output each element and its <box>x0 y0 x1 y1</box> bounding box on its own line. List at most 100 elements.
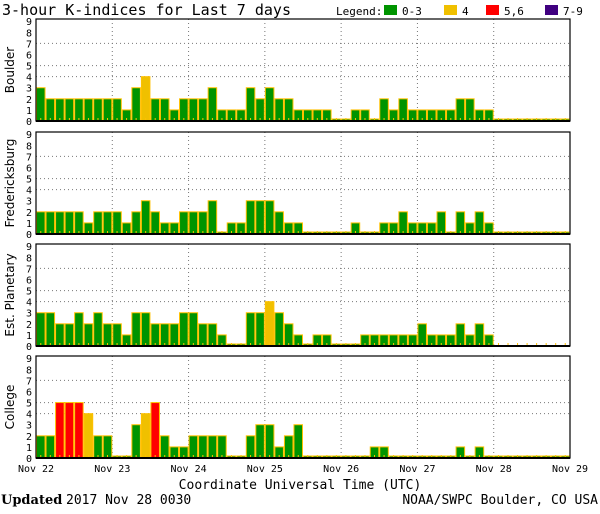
bar <box>55 98 65 122</box>
bar <box>255 312 265 347</box>
bar <box>159 98 170 122</box>
y-tick-label: 4 <box>26 186 32 197</box>
y-tick-label: 9 <box>26 130 32 141</box>
y-tick-label: 9 <box>26 17 32 28</box>
y-tick-label: 9 <box>26 354 32 365</box>
bar <box>74 402 84 459</box>
bar <box>102 98 113 122</box>
bar <box>102 211 113 235</box>
bar <box>293 424 304 459</box>
y-tick-label: 2 <box>26 432 32 443</box>
y-tick-label: 7 <box>26 39 32 50</box>
bar <box>217 435 227 459</box>
updated-label: Updated <box>1 493 62 508</box>
bar <box>74 211 84 235</box>
bar <box>45 98 56 122</box>
bar <box>45 435 56 459</box>
bar <box>150 402 160 459</box>
bar <box>93 435 103 459</box>
bar <box>198 435 208 459</box>
y-tick-label: 6 <box>26 50 32 61</box>
bar <box>207 435 218 459</box>
legend-item-label: 4 <box>462 5 469 18</box>
bar <box>465 98 475 122</box>
bar <box>93 211 103 235</box>
bar <box>274 312 284 347</box>
bar <box>264 301 275 347</box>
panel-label: Boulder <box>3 47 17 94</box>
bar <box>131 87 141 122</box>
bar <box>112 323 122 347</box>
bar <box>45 312 56 347</box>
y-tick-label: 7 <box>26 376 32 387</box>
bar <box>131 211 141 235</box>
y-tick-label: 4 <box>26 410 32 421</box>
y-tick-label: 5 <box>26 399 32 410</box>
bar <box>36 435 46 459</box>
x-tick-label: Nov 28 <box>476 464 512 475</box>
bar <box>179 211 189 235</box>
legend-swatch <box>486 5 499 15</box>
bar <box>188 98 199 122</box>
bar <box>55 323 65 347</box>
bar <box>102 323 113 347</box>
bar <box>140 76 151 122</box>
y-tick-label: 7 <box>26 264 32 275</box>
y-tick-label: 9 <box>26 242 32 253</box>
y-tick-label: 1 <box>26 443 32 454</box>
bar <box>188 312 199 347</box>
bar <box>245 87 256 122</box>
y-tick-label: 5 <box>26 175 32 186</box>
bar <box>150 211 160 235</box>
x-tick-label: Nov 25 <box>247 464 283 475</box>
y-tick-label: 6 <box>26 275 32 286</box>
bar <box>64 211 75 235</box>
y-tick-label: 8 <box>26 28 32 39</box>
bar <box>198 323 208 347</box>
x-tick-label: Nov 22 <box>18 464 54 475</box>
bar <box>264 200 275 235</box>
bar <box>140 312 151 347</box>
x-tick-label: Nov 23 <box>94 464 130 475</box>
y-tick-label: 6 <box>26 163 32 174</box>
bar <box>255 98 265 122</box>
bar <box>83 323 94 347</box>
bar <box>283 98 294 122</box>
y-tick-label: 0 <box>26 454 32 465</box>
bar <box>169 323 180 347</box>
bar <box>112 211 122 235</box>
y-tick-label: 2 <box>26 95 32 106</box>
bar <box>207 200 218 235</box>
y-tick-label: 1 <box>26 106 32 117</box>
bar <box>36 87 46 122</box>
y-tick-label: 8 <box>26 253 32 264</box>
bar <box>379 98 389 122</box>
legend-swatch <box>444 5 457 15</box>
bar <box>455 323 466 347</box>
x-tick-label: Nov 29 <box>552 464 588 475</box>
bar <box>198 211 208 235</box>
bar <box>255 200 265 235</box>
bar <box>245 312 256 347</box>
y-tick-label: 0 <box>26 230 32 241</box>
x-tick-label: Nov 26 <box>323 464 359 475</box>
x-axis-label: Coordinate Universal Time (UTC) <box>179 478 422 493</box>
y-tick-label: 1 <box>26 331 32 342</box>
bar <box>198 98 208 122</box>
panel-label: Est. Planetary <box>3 253 17 336</box>
bar <box>140 200 151 235</box>
bar <box>398 211 408 235</box>
legend-swatch <box>545 5 558 15</box>
bar <box>255 424 265 459</box>
bar <box>131 424 141 459</box>
bar <box>55 402 65 459</box>
bar <box>283 435 294 459</box>
bar <box>64 323 75 347</box>
bar <box>83 98 94 122</box>
bar <box>36 312 46 347</box>
bar <box>474 323 485 347</box>
y-tick-label: 4 <box>26 298 32 309</box>
